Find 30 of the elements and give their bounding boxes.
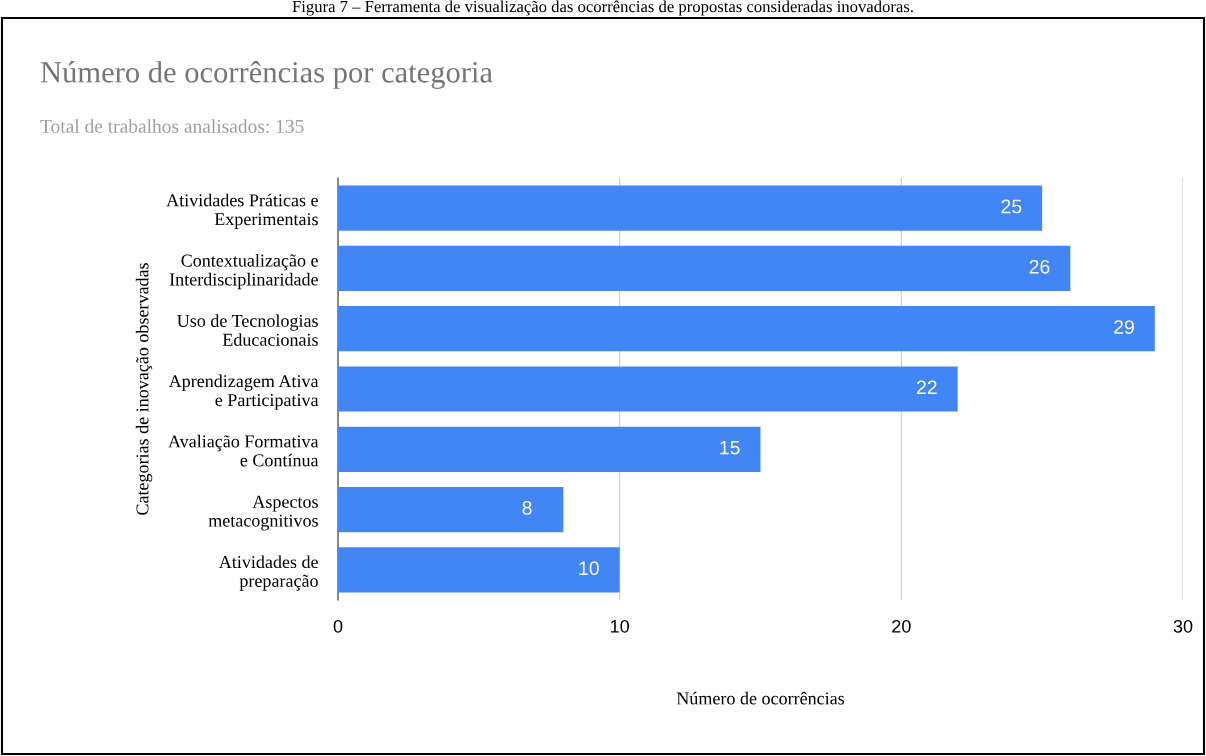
data-label: 29 (1114, 320, 1134, 334)
data-label: 26 (1029, 259, 1050, 274)
x-axis-title: Número de ocorrências (676, 691, 845, 705)
y-tick-label: Atividades Práticas e Experimentais (166, 193, 318, 229)
data-label: 25 (1001, 199, 1022, 214)
chart-title: Número de ocorrências por categoria (40, 61, 493, 89)
x-tick-label: 10 (611, 619, 629, 633)
data-label: 22 (916, 380, 937, 395)
y-tick-label: Atividades de preparação (218, 555, 318, 591)
bar (338, 426, 761, 472)
y-tick-label: Aprendizagem Ativa e Participativa (168, 374, 319, 410)
y-tick-label: Aspectos metacognitivos (208, 495, 318, 531)
y-tick-label: Uso de Tecnologias Educacionais (177, 314, 318, 346)
data-label: 10 (579, 561, 599, 576)
y-tick-label: Contextualização e Interdisciplinaridade (169, 253, 318, 290)
bar (338, 306, 1155, 352)
x-tick-label: 20 (892, 619, 911, 633)
data-label: 8 (522, 501, 532, 515)
x-tick-label: 0 (333, 619, 343, 633)
text: Figura 7 – Ferramenta de visualização das ocorrências de propostas consideradas inovadoras. (292, 0, 913, 16)
data-label: 15 (720, 440, 740, 455)
bar (338, 486, 564, 533)
x-tick-label: 30 (1173, 619, 1193, 633)
y-axis-title: Categorias de inovação observadas (135, 263, 153, 515)
y-tick-label: Avaliação Formativa e Contínua (168, 434, 319, 467)
bar (338, 366, 958, 412)
text: Total de trabalhos analisados: 135 (40, 119, 304, 133)
bar (338, 245, 1071, 292)
bar (338, 185, 1043, 231)
bar (338, 547, 620, 593)
